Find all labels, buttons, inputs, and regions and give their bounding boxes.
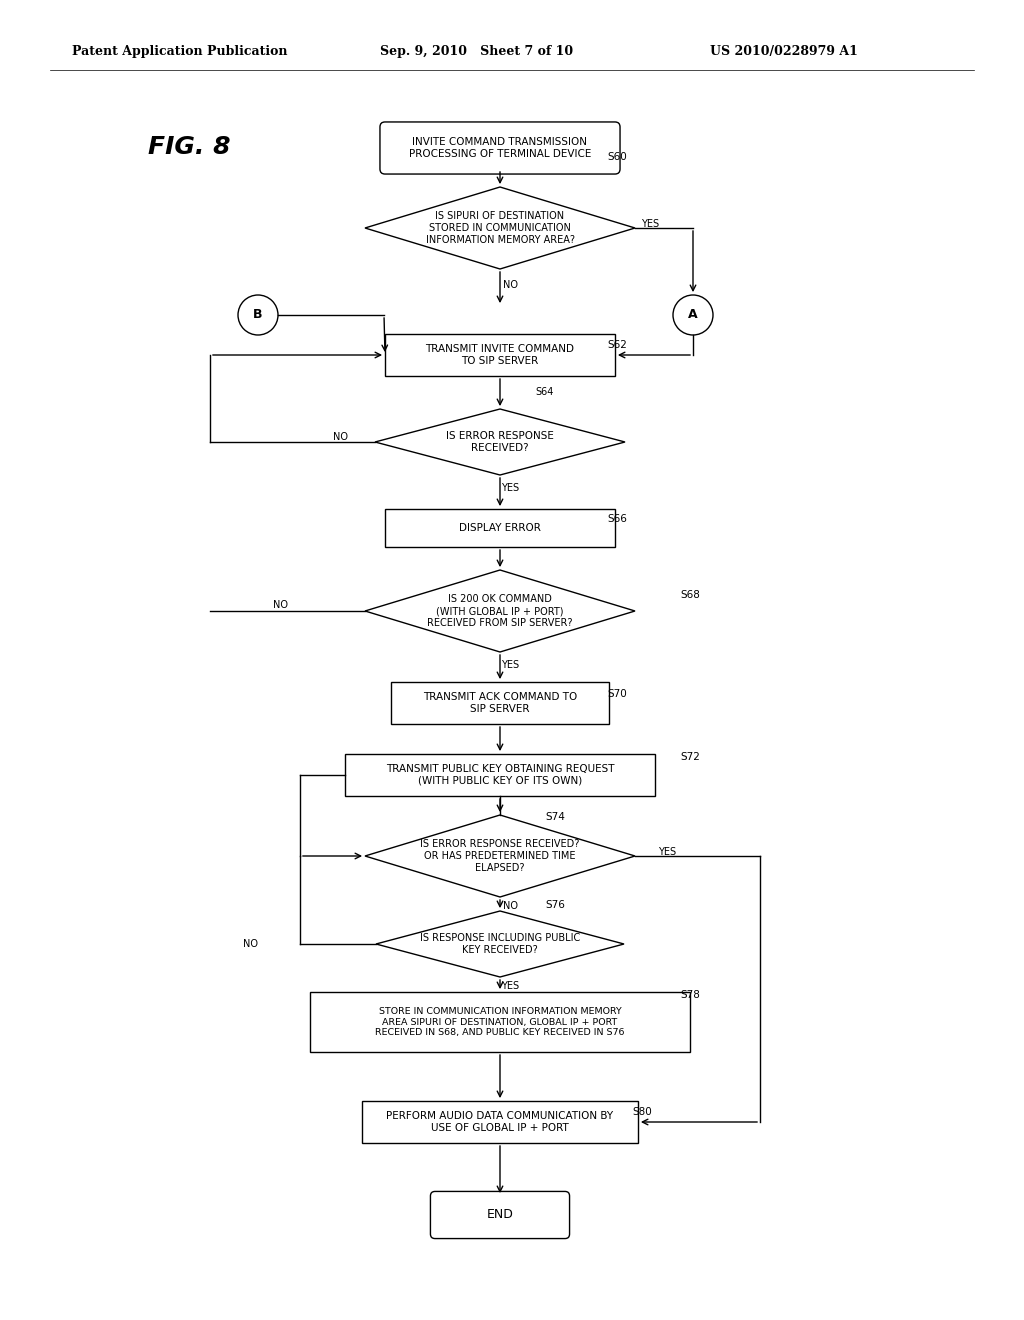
Text: YES: YES: [501, 981, 519, 991]
Text: IS 200 OK COMMAND
(WITH GLOBAL IP + PORT)
RECEIVED FROM SIP SERVER?: IS 200 OK COMMAND (WITH GLOBAL IP + PORT…: [427, 594, 572, 627]
Text: TRANSMIT INVITE COMMAND
TO SIP SERVER: TRANSMIT INVITE COMMAND TO SIP SERVER: [426, 345, 574, 366]
Text: Sep. 9, 2010   Sheet 7 of 10: Sep. 9, 2010 Sheet 7 of 10: [380, 45, 573, 58]
Text: NO: NO: [503, 280, 517, 290]
FancyBboxPatch shape: [391, 682, 609, 723]
Text: YES: YES: [501, 660, 519, 671]
Text: DISPLAY ERROR: DISPLAY ERROR: [459, 523, 541, 533]
Circle shape: [238, 294, 278, 335]
FancyBboxPatch shape: [310, 993, 690, 1052]
Text: FIG. 8: FIG. 8: [148, 135, 230, 158]
Text: YES: YES: [641, 219, 659, 228]
Text: S68: S68: [680, 590, 699, 601]
Text: S80: S80: [632, 1107, 651, 1117]
Polygon shape: [365, 814, 635, 898]
Text: YES: YES: [501, 483, 519, 492]
FancyBboxPatch shape: [385, 510, 615, 546]
Text: S66: S66: [607, 513, 627, 524]
Text: IS RESPONSE INCLUDING PUBLIC
KEY RECEIVED?: IS RESPONSE INCLUDING PUBLIC KEY RECEIVE…: [420, 933, 581, 954]
FancyBboxPatch shape: [430, 1192, 569, 1238]
Text: US 2010/0228979 A1: US 2010/0228979 A1: [710, 45, 858, 58]
Text: IS ERROR RESPONSE
RECEIVED?: IS ERROR RESPONSE RECEIVED?: [446, 432, 554, 453]
Text: B: B: [253, 309, 263, 322]
FancyBboxPatch shape: [345, 754, 655, 796]
Text: S62: S62: [607, 341, 627, 350]
Circle shape: [673, 294, 713, 335]
Text: IS SIPURI OF DESTINATION
STORED IN COMMUNICATION
INFORMATION MEMORY AREA?: IS SIPURI OF DESTINATION STORED IN COMMU…: [426, 211, 574, 244]
Text: S78: S78: [680, 990, 699, 1001]
Text: S64: S64: [536, 387, 554, 397]
Text: NO: NO: [503, 902, 517, 911]
Text: Patent Application Publication: Patent Application Publication: [72, 45, 288, 58]
Text: STORE IN COMMUNICATION INFORMATION MEMORY
AREA SIPURI OF DESTINATION, GLOBAL IP : STORE IN COMMUNICATION INFORMATION MEMOR…: [375, 1007, 625, 1038]
Text: NO: NO: [333, 432, 347, 442]
Polygon shape: [365, 570, 635, 652]
Text: TRANSMIT PUBLIC KEY OBTAINING REQUEST
(WITH PUBLIC KEY OF ITS OWN): TRANSMIT PUBLIC KEY OBTAINING REQUEST (W…: [386, 764, 614, 785]
Polygon shape: [376, 911, 624, 977]
FancyBboxPatch shape: [380, 121, 621, 174]
Text: NO: NO: [243, 939, 257, 949]
Text: END: END: [486, 1209, 513, 1221]
Text: INVITE COMMAND TRANSMISSION
PROCESSING OF TERMINAL DEVICE: INVITE COMMAND TRANSMISSION PROCESSING O…: [409, 137, 591, 158]
Text: S70: S70: [607, 689, 627, 700]
Text: IS ERROR RESPONSE RECEIVED?
OR HAS PREDETERMINED TIME
ELAPSED?: IS ERROR RESPONSE RECEIVED? OR HAS PREDE…: [420, 840, 580, 873]
Text: S76: S76: [545, 900, 565, 909]
Polygon shape: [375, 409, 625, 475]
Text: S60: S60: [607, 152, 627, 162]
Text: A: A: [688, 309, 697, 322]
Text: NO: NO: [272, 601, 288, 610]
FancyBboxPatch shape: [362, 1101, 638, 1143]
Text: PERFORM AUDIO DATA COMMUNICATION BY
USE OF GLOBAL IP + PORT: PERFORM AUDIO DATA COMMUNICATION BY USE …: [386, 1111, 613, 1133]
Text: S74: S74: [545, 812, 565, 822]
FancyBboxPatch shape: [385, 334, 615, 376]
Text: YES: YES: [658, 847, 676, 857]
Text: S72: S72: [680, 752, 699, 762]
Text: TRANSMIT ACK COMMAND TO
SIP SERVER: TRANSMIT ACK COMMAND TO SIP SERVER: [423, 692, 578, 714]
Polygon shape: [365, 187, 635, 269]
